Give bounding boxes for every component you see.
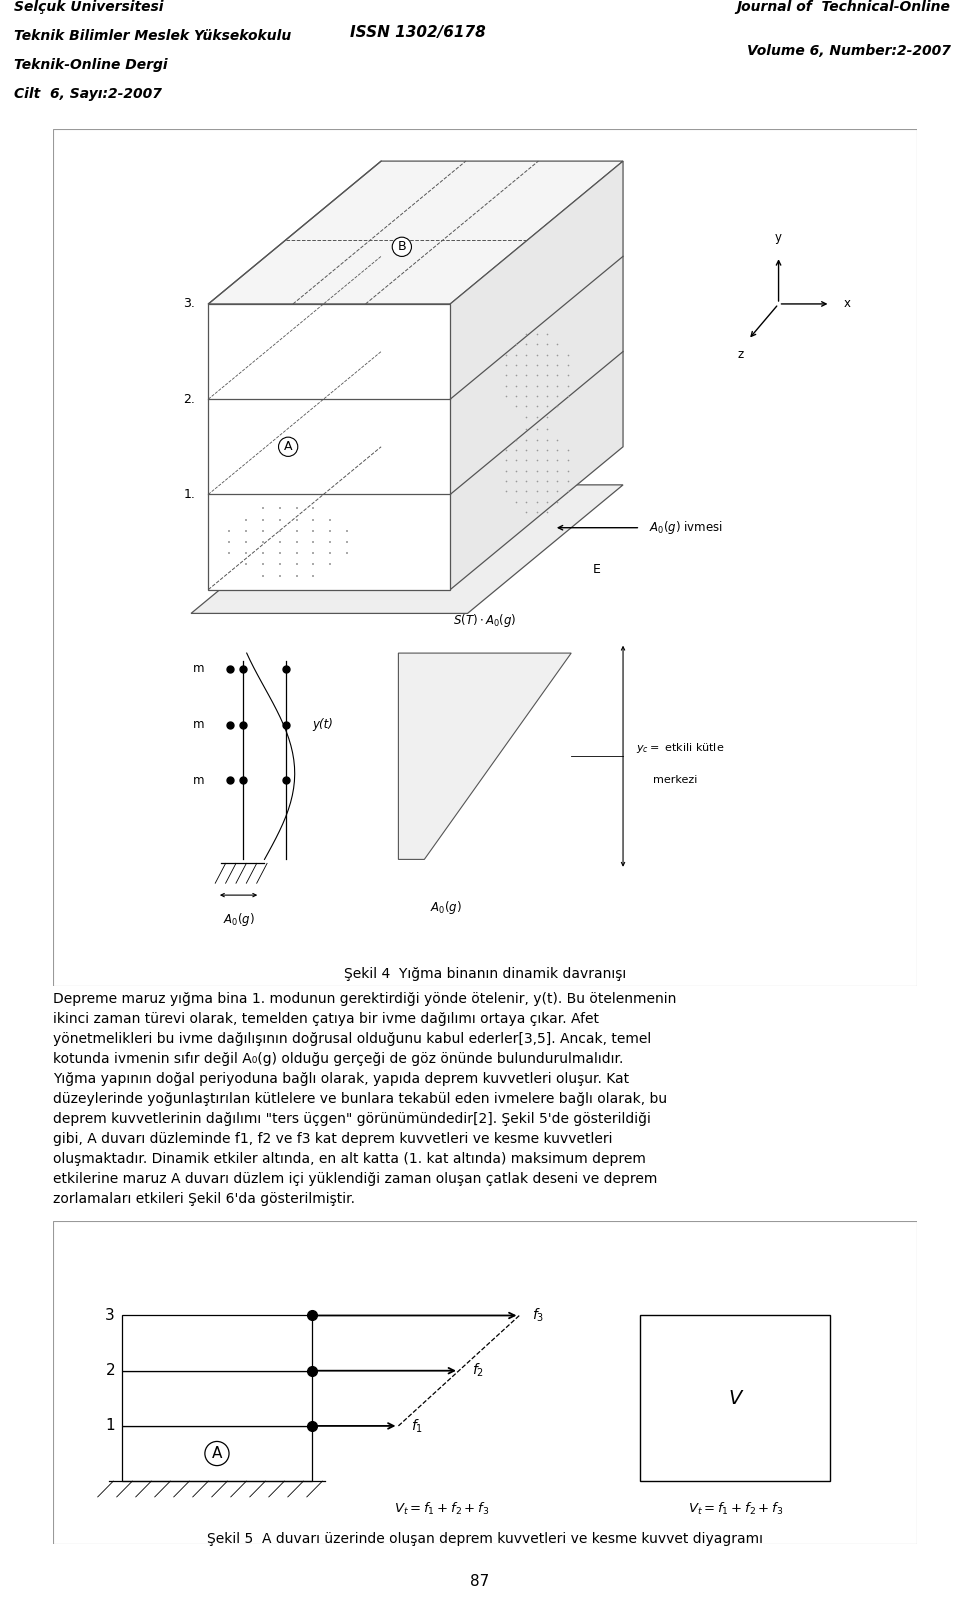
Text: A: A xyxy=(212,1446,222,1462)
Text: Teknik-Online Dergi: Teknik-Online Dergi xyxy=(14,58,168,71)
Polygon shape xyxy=(208,304,450,590)
Text: $A_0(g)$: $A_0(g)$ xyxy=(223,910,254,928)
Text: Volume 6, Number:2-2007: Volume 6, Number:2-2007 xyxy=(747,44,950,58)
Text: $f_2$: $f_2$ xyxy=(472,1362,484,1379)
Text: Depreme maruz yığma bina 1. modunun gerektirdiği yönde ötelenir, y(t). Bu ötelen: Depreme maruz yığma bina 1. modunun gere… xyxy=(53,991,676,1206)
Text: 2: 2 xyxy=(106,1363,115,1378)
Text: A: A xyxy=(284,440,293,453)
Text: 1: 1 xyxy=(106,1418,115,1433)
Text: m: m xyxy=(193,663,204,676)
Text: merkezi: merkezi xyxy=(653,775,698,784)
Text: 87: 87 xyxy=(470,1573,490,1590)
Bar xyxy=(122,1371,312,1426)
Text: V: V xyxy=(729,1389,742,1408)
Text: $V_t = f_1 + f_2 + f_3$: $V_t = f_1 + f_2 + f_3$ xyxy=(394,1501,490,1517)
Polygon shape xyxy=(398,653,571,859)
Polygon shape xyxy=(208,162,623,304)
Text: E: E xyxy=(593,563,601,576)
Text: $f_3$: $f_3$ xyxy=(532,1307,544,1324)
Text: Teknik Bilimler Meslek Yüksekokulu: Teknik Bilimler Meslek Yüksekokulu xyxy=(14,29,292,42)
Text: ISSN 1302/6178: ISSN 1302/6178 xyxy=(349,24,486,40)
Text: Şekil 5  A duvarı üzerinde oluşan deprem kuvvetleri ve kesme kuvvet diyagramı: Şekil 5 A duvarı üzerinde oluşan deprem … xyxy=(206,1533,763,1546)
Text: 1.: 1. xyxy=(183,488,196,501)
Text: Selçuk Üniversitesi: Selçuk Üniversitesi xyxy=(14,0,164,15)
Text: y: y xyxy=(775,231,782,244)
Text: m: m xyxy=(193,718,204,731)
Bar xyxy=(122,1316,312,1371)
Text: m: m xyxy=(193,773,204,786)
Text: $V_t = f_1 + f_2 + f_3$: $V_t = f_1 + f_2 + f_3$ xyxy=(687,1501,783,1517)
Text: $f_1$: $f_1$ xyxy=(411,1416,423,1434)
Text: $A_0(g)$ ivmesi: $A_0(g)$ ivmesi xyxy=(649,519,723,537)
Text: Journal of  Technical-Online: Journal of Technical-Online xyxy=(736,0,950,15)
Text: x: x xyxy=(843,298,851,310)
Text: Cilt  6, Sayı:2-2007: Cilt 6, Sayı:2-2007 xyxy=(14,87,162,100)
Text: 3: 3 xyxy=(106,1308,115,1323)
Text: $y_c =$ etkili kütle: $y_c =$ etkili kütle xyxy=(636,741,725,755)
Text: $S(T) \cdot A_0(g)$: $S(T) \cdot A_0(g)$ xyxy=(453,613,516,629)
Bar xyxy=(640,1316,830,1481)
Text: $A_0(g)$: $A_0(g)$ xyxy=(430,899,462,917)
Text: y(t): y(t) xyxy=(312,718,333,731)
Text: B: B xyxy=(397,241,406,254)
Text: z: z xyxy=(737,348,744,361)
Bar xyxy=(122,1426,312,1481)
Text: Şekil 4  Yığma binanın dinamik davranışı: Şekil 4 Yığma binanın dinamik davranışı xyxy=(344,967,626,980)
Polygon shape xyxy=(450,162,623,590)
Text: 2.: 2. xyxy=(183,393,196,406)
Text: 3.: 3. xyxy=(183,298,196,310)
Polygon shape xyxy=(191,485,623,613)
